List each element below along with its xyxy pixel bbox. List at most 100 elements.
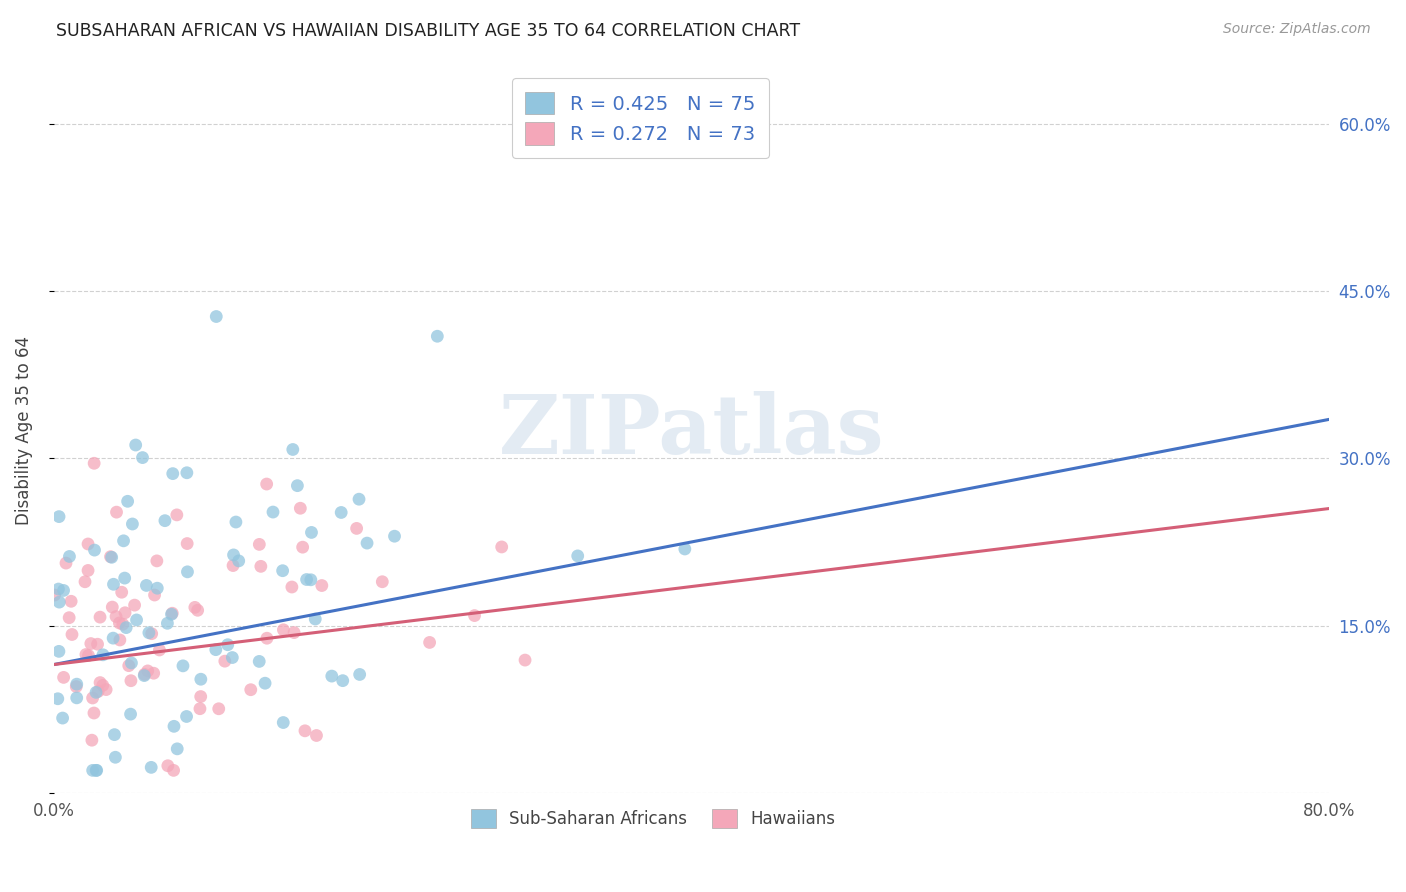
- Point: [321, 669, 343, 683]
- Point: [299, 573, 322, 587]
- Point: [114, 571, 136, 585]
- Point: [91, 678, 114, 692]
- Point: [138, 625, 160, 640]
- Point: [205, 310, 228, 324]
- Point: [247, 654, 270, 668]
- Point: [44, 588, 66, 602]
- Point: [121, 516, 143, 531]
- Point: [301, 525, 323, 540]
- Point: [84, 764, 107, 778]
- Point: [73, 574, 96, 589]
- Point: [464, 608, 486, 623]
- Point: [136, 664, 159, 678]
- Text: ZIPatlas: ZIPatlas: [499, 391, 884, 471]
- Point: [214, 654, 236, 668]
- Point: [125, 438, 148, 452]
- Point: [83, 456, 105, 470]
- Point: [86, 764, 108, 778]
- Point: [304, 612, 326, 626]
- Point: [48, 644, 70, 658]
- Text: Source: ZipAtlas.com: Source: ZipAtlas.com: [1223, 22, 1371, 37]
- Point: [162, 467, 184, 481]
- Point: [101, 600, 124, 615]
- Point: [162, 764, 184, 778]
- Point: [419, 635, 441, 649]
- Point: [65, 680, 87, 694]
- Point: [426, 329, 449, 343]
- Point: [101, 631, 124, 645]
- Point: [225, 515, 247, 529]
- Point: [120, 656, 142, 670]
- Point: [271, 564, 294, 578]
- Point: [347, 492, 370, 507]
- Point: [77, 537, 100, 551]
- Point: [273, 623, 295, 637]
- Point: [103, 577, 125, 591]
- Point: [160, 607, 183, 622]
- Point: [291, 540, 314, 554]
- Legend: Sub-Saharan Africans, Hawaiians: Sub-Saharan Africans, Hawaiians: [464, 803, 842, 835]
- Point: [120, 707, 142, 722]
- Point: [305, 729, 328, 743]
- Point: [112, 533, 135, 548]
- Point: [146, 554, 169, 568]
- Point: [204, 642, 226, 657]
- Point: [115, 621, 138, 635]
- Point: [125, 613, 148, 627]
- Point: [111, 585, 134, 599]
- Point: [262, 505, 284, 519]
- Text: SUBSAHARAN AFRICAN VS HAWAIIAN DISABILITY AGE 35 TO 64 CORRELATION CHART: SUBSAHARAN AFRICAN VS HAWAIIAN DISABILIT…: [56, 22, 800, 40]
- Point: [48, 509, 70, 524]
- Point: [52, 583, 75, 598]
- Point: [491, 540, 513, 554]
- Point: [281, 580, 304, 594]
- Point: [108, 615, 131, 630]
- Point: [166, 508, 188, 522]
- Point: [83, 706, 105, 720]
- Point: [384, 529, 406, 543]
- Point: [287, 478, 309, 492]
- Point: [80, 733, 103, 747]
- Point: [134, 668, 156, 682]
- Point: [105, 609, 128, 624]
- Point: [52, 670, 75, 684]
- Point: [256, 632, 278, 646]
- Point: [346, 521, 368, 535]
- Point: [156, 758, 179, 772]
- Point: [46, 691, 69, 706]
- Point: [371, 574, 394, 589]
- Point: [100, 550, 122, 565]
- Point: [176, 709, 198, 723]
- Point: [52, 711, 75, 725]
- Point: [208, 702, 231, 716]
- Point: [190, 672, 212, 686]
- Point: [91, 648, 114, 662]
- Point: [141, 626, 163, 640]
- Point: [58, 610, 80, 624]
- Point: [332, 673, 354, 688]
- Point: [48, 595, 70, 609]
- Point: [114, 606, 136, 620]
- Point: [176, 565, 198, 579]
- Point: [513, 653, 536, 667]
- Point: [89, 675, 111, 690]
- Point: [82, 764, 104, 778]
- Point: [66, 690, 89, 705]
- Point: [188, 702, 211, 716]
- Point: [141, 760, 163, 774]
- Point: [187, 603, 209, 617]
- Point: [60, 594, 83, 608]
- Point: [217, 638, 239, 652]
- Point: [290, 501, 312, 516]
- Point: [120, 673, 142, 688]
- Point: [118, 658, 141, 673]
- Point: [124, 598, 146, 612]
- Point: [105, 505, 128, 519]
- Point: [163, 719, 186, 733]
- Point: [100, 549, 122, 564]
- Point: [281, 442, 304, 457]
- Point: [247, 537, 270, 551]
- Point: [330, 506, 353, 520]
- Point: [221, 650, 243, 665]
- Point: [111, 617, 134, 632]
